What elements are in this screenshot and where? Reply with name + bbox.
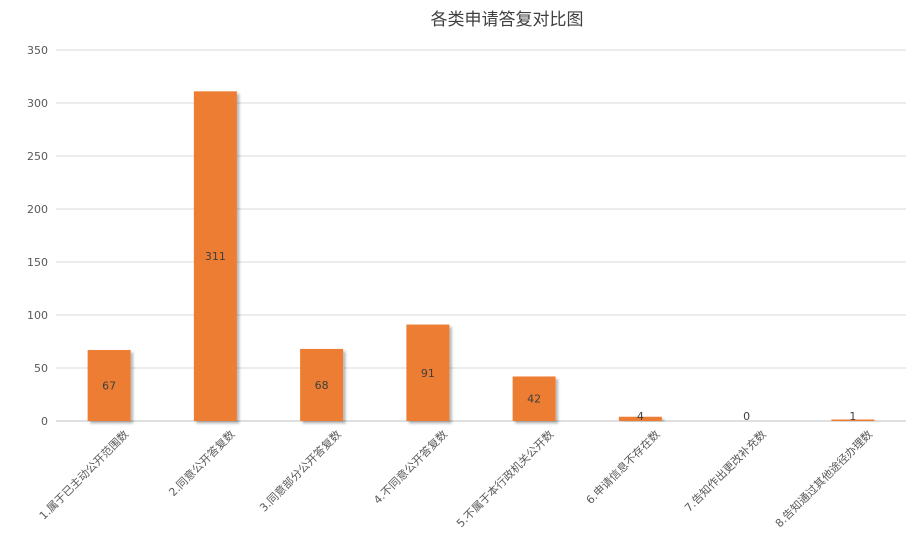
y-tick-label: 150 <box>27 256 48 269</box>
bar <box>512 376 556 421</box>
x-category-label: 2.同意公开答复数 <box>166 427 238 499</box>
y-tick-label: 250 <box>27 150 48 163</box>
data-label: 68 <box>315 379 329 392</box>
gridlines <box>56 49 906 422</box>
y-tick-label: 50 <box>34 362 48 375</box>
y-axis-ticks: 0 50 100 150 200 250 300 350 <box>27 44 48 428</box>
data-label: 67 <box>102 379 116 392</box>
x-category-label: 5.不属于本行政机关公开数 <box>453 427 556 530</box>
data-label: 311 <box>205 250 226 263</box>
x-axis-categories: 1.属于已主动公开范围数 2.同意公开答复数 3.同意部分公开答复数 4.不同意公开答… <box>36 427 875 530</box>
bar <box>618 416 662 421</box>
x-category-label: 3.同意部分公开答复数 <box>256 427 343 514</box>
x-category-label: 7.告知作出更改补充数 <box>681 427 768 514</box>
y-tick-label: 200 <box>27 203 48 216</box>
y-tick-label: 300 <box>27 97 48 110</box>
data-label: 42 <box>527 393 541 406</box>
bars <box>87 91 875 421</box>
x-category-label: 6.申请信息不存在数 <box>583 427 663 507</box>
bar <box>831 419 875 421</box>
data-label: 1 <box>849 410 856 423</box>
bar <box>193 91 237 421</box>
x-category-label: 1.属于已主动公开范围数 <box>36 427 131 522</box>
bar <box>406 324 450 421</box>
chart-title: 各类申请答复对比图 <box>431 10 584 30</box>
y-tick-label: 0 <box>41 415 48 428</box>
data-label: 0 <box>743 410 750 423</box>
x-category-label: 8.告知通过其他途径办理数 <box>772 427 875 530</box>
bar <box>87 349 131 421</box>
y-tick-label: 350 <box>27 44 48 57</box>
data-labels: 67 311 68 91 42 4 0 1 <box>102 250 856 423</box>
data-label: 91 <box>421 367 435 380</box>
bar <box>300 348 344 421</box>
y-tick-label: 100 <box>27 309 48 322</box>
x-category-label: 4.不同意公开答复数 <box>370 427 450 507</box>
data-label: 4 <box>637 410 644 423</box>
